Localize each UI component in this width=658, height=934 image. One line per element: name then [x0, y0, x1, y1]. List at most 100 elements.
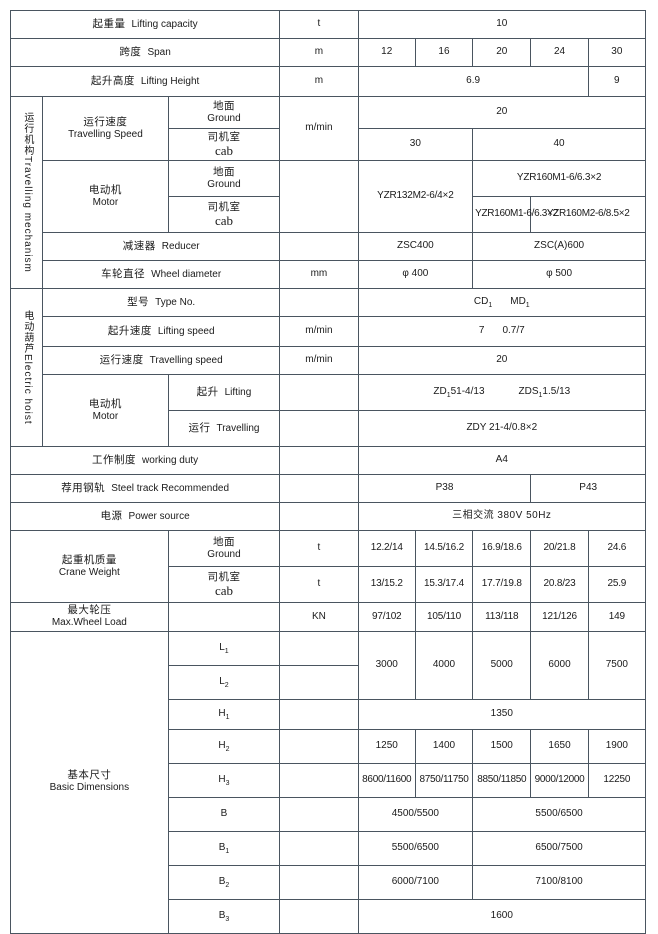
unit-cell — [279, 664, 359, 700]
value-cell: 17.7/19.8 — [472, 566, 532, 603]
section-label-travelling-mechanism: 运行机构Travelling mechanism — [9, 96, 44, 289]
row-label-working-duty: 工作制度 working duty — [9, 446, 281, 475]
row-label-travelling-speed: 运行速度 Travelling Speed — [42, 96, 169, 161]
table-row-dim-l2: L2 — [11, 664, 646, 700]
label-en: Wheel diameter — [151, 268, 222, 280]
label-cn: 电源 — [100, 509, 123, 522]
label-cn: 型号 — [127, 295, 150, 308]
row-label-reducer: 减速器 Reducer — [42, 232, 281, 261]
value-cell: 7100/8100 — [472, 864, 646, 900]
value-cell: 1250 — [357, 728, 416, 764]
value-cell: 12 — [357, 38, 416, 67]
table-row-reducer: 减速器 Reducer ZSC400 ZSC(A)600 — [11, 232, 646, 261]
value-cell: 10 — [357, 10, 647, 39]
row-label-motor: 电动机 Motor — [42, 160, 169, 233]
value-cell: A4 — [357, 446, 647, 475]
dim-label-l2: L2 — [167, 664, 281, 700]
value-cell: 25.9 — [587, 566, 647, 603]
unit-cell — [279, 630, 359, 666]
unit-cell: m — [279, 38, 359, 67]
table-row-crane-weight-cab: 司机室 cab t 13/15.2 15.3/17.4 17.7/19.8 20… — [11, 566, 647, 603]
value-cell-motor-left: YZR132M2-6/4×2 — [357, 160, 474, 233]
table-row-max-wheel-load: 最大轮压 Max.Wheel Load KN 97/102 105/110 11… — [10, 602, 647, 632]
sublabel-travelling: 运行 Travelling — [167, 410, 281, 447]
type-b: MD — [510, 296, 526, 308]
label-cn: 运行速度 — [99, 353, 144, 366]
motor-a-post: 51-4/13 — [450, 386, 485, 398]
table-row-hoist-lifting-speed: 起升速度 Lifting speed m/min 7 0.7/7 — [11, 316, 647, 347]
table-row-wheel-diameter: 车轮直径 Wheel diameter mm φ 400 φ 500 — [11, 260, 646, 289]
row-label-span: 跨度 Span — [9, 38, 281, 67]
unit-cell — [279, 160, 359, 233]
label-cn: 运行 — [188, 421, 211, 434]
label-en: cab — [214, 213, 233, 229]
label-en: Steel track Recommended — [111, 482, 230, 494]
unit-cell: m/min — [279, 316, 359, 347]
label-en: Power source — [128, 510, 190, 522]
unit-cell — [279, 446, 359, 475]
value-cell: 1900 — [587, 728, 647, 764]
dim-label-b1: B1 — [167, 830, 281, 866]
sublabel-cab: 司机室 cab — [167, 566, 281, 603]
row-label-lifting-capacity: 起重量 Lifting capacity — [9, 10, 281, 39]
unit-cell — [279, 410, 359, 447]
row-label-crane-weight: 起重机质量 Crane Weight — [10, 530, 169, 603]
table-row-motor-cab: 司机室 cab YZR160M1-6/6.3×2 YZR160M2-6/8.5×… — [11, 196, 646, 233]
table-row-hoist-motor-travelling: 运行 Travelling ZDY 21-4/0.8×2 — [11, 410, 647, 447]
label-en: Motor — [92, 410, 119, 422]
value-cell: 30 — [587, 38, 647, 67]
table-row-hoist-travelling-speed: 运行速度 Travelling speed m/min 20 — [11, 346, 647, 375]
label-en: Ground — [207, 548, 241, 560]
unit-cell — [279, 374, 359, 411]
value-cell: 9 — [587, 66, 647, 97]
sublabel-ground: 地面 Ground — [167, 96, 281, 129]
dim-label-b: B — [167, 796, 281, 832]
label-cn: 荐用钢轨 — [61, 481, 106, 494]
sublabel-ground: 地面 Ground — [167, 160, 281, 197]
unit-cell — [279, 830, 359, 866]
value-cell: 1400 — [414, 728, 474, 764]
table-row-steel-track: 荐用钢轨 Steel track Recommended P38 P43 — [9, 474, 646, 503]
label-cn: 工作制度 — [92, 453, 137, 466]
label-cn: 最大轮压 — [67, 604, 112, 616]
value-cell: 16 — [414, 38, 474, 67]
unit-cell: KN — [279, 602, 359, 632]
value-cell: 1500 — [472, 728, 532, 764]
table-row-working-duty: 工作制度 working duty A4 — [9, 446, 647, 475]
value-cell-hoist-motor-lifting: ZD151-4/13 ZDS11.5/13 — [357, 374, 647, 411]
row-label-lifting-speed: 起升速度 Lifting speed — [42, 316, 281, 347]
row-label-wheel-diameter: 车轮直径 Wheel diameter — [42, 260, 281, 289]
table-row-type-no: 电动葫芦Electric hoist 型号 Type No. CD1 MD1 — [9, 288, 647, 447]
label-en: working duty — [142, 454, 199, 466]
speed-a: 7 — [478, 325, 485, 337]
value-cell: 20/21.8 — [530, 530, 589, 567]
value-cell: 121/126 — [530, 602, 589, 632]
value-cell: 4000 — [414, 630, 474, 700]
value-cell: ZSC400 — [357, 232, 474, 261]
value-cell: 13/15.2 — [357, 566, 416, 603]
value-cell: 6500/7500 — [472, 830, 646, 866]
value-cell: 16.9/18.6 — [472, 530, 532, 567]
value-cell: 3000 — [357, 630, 416, 700]
value-cell: 20.8/23 — [530, 566, 589, 603]
value-cell: P38 — [357, 474, 532, 503]
value-cell: 4500/5500 — [357, 796, 474, 832]
speed-b: 0.7/7 — [502, 325, 525, 337]
value-cell: 20 — [357, 346, 647, 375]
value-cell: 5500/6500 — [357, 830, 474, 866]
table-row-dim-b: B 4500/5500 5500/6500 — [11, 796, 646, 832]
value-cell: φ 500 — [472, 260, 646, 289]
label-cn: 运行速度 — [83, 115, 128, 128]
unit-cell: t — [279, 566, 359, 603]
unit-cell: mm — [279, 260, 359, 289]
label-cn: 车轮直径 — [101, 267, 146, 280]
value-cell: 97/102 — [357, 602, 416, 632]
label-en: Reducer — [161, 240, 200, 252]
label-cn: 司机室 — [207, 201, 241, 214]
value-cell: 三相交流 380V 50Hz — [357, 502, 647, 531]
value-cell: 105/110 — [414, 602, 474, 632]
label-cn: 减速器 — [122, 239, 156, 252]
label-cn: 起升速度 — [107, 324, 152, 337]
motor-a-pre: ZD — [433, 386, 447, 398]
unit-cell — [279, 474, 359, 503]
